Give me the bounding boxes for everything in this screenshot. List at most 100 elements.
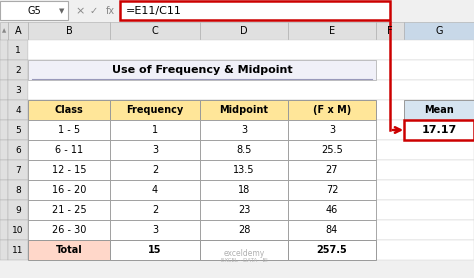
Text: 84: 84 <box>326 225 338 235</box>
Bar <box>110 22 200 40</box>
Bar <box>110 120 200 140</box>
Bar <box>28 220 110 240</box>
Text: 6 - 11: 6 - 11 <box>55 145 83 155</box>
Text: 11: 11 <box>12 245 24 254</box>
Text: 27: 27 <box>326 165 338 175</box>
Text: 1: 1 <box>15 46 21 54</box>
Bar <box>8 220 28 240</box>
Bar <box>8 240 28 260</box>
Bar <box>0 0 474 22</box>
Bar <box>8 100 28 120</box>
Bar <box>288 200 376 220</box>
Text: 17.17: 17.17 <box>421 125 456 135</box>
Text: ▼: ▼ <box>59 8 64 14</box>
Bar <box>28 180 474 200</box>
Text: 3: 3 <box>241 125 247 135</box>
Text: 2: 2 <box>15 66 21 75</box>
Bar <box>8 40 28 60</box>
Text: 1: 1 <box>152 125 158 135</box>
Bar <box>0 180 8 200</box>
Bar <box>200 220 288 240</box>
Text: 25.5: 25.5 <box>321 145 343 155</box>
Text: 8: 8 <box>15 185 21 195</box>
Bar <box>404 120 474 140</box>
Bar <box>110 220 200 240</box>
Bar <box>28 60 474 80</box>
Text: 8.5: 8.5 <box>237 145 252 155</box>
Bar <box>28 80 474 100</box>
Bar <box>0 140 8 160</box>
Text: E: E <box>329 26 335 36</box>
Bar <box>0 240 8 260</box>
Bar <box>0 22 8 40</box>
Bar <box>28 240 474 260</box>
Text: Mean: Mean <box>424 105 454 115</box>
Text: A: A <box>15 26 21 36</box>
Text: exceldemy: exceldemy <box>223 249 264 257</box>
Bar <box>0 100 8 120</box>
Text: 3: 3 <box>329 125 335 135</box>
Bar <box>28 160 474 180</box>
Text: 46: 46 <box>326 205 338 215</box>
Text: fx: fx <box>105 6 115 16</box>
Text: (F x M): (F x M) <box>313 105 351 115</box>
Text: 257.5: 257.5 <box>317 245 347 255</box>
Bar <box>200 140 288 160</box>
Text: ▲: ▲ <box>2 29 6 34</box>
Bar <box>0 220 8 240</box>
Text: 2: 2 <box>152 205 158 215</box>
Bar <box>200 22 288 40</box>
Bar <box>28 160 110 180</box>
Bar <box>120 1 390 20</box>
Bar <box>200 120 288 140</box>
Text: =E11/C11: =E11/C11 <box>126 6 182 16</box>
Bar <box>200 100 288 120</box>
Text: 72: 72 <box>326 185 338 195</box>
Bar <box>200 180 288 200</box>
Text: G: G <box>435 26 443 36</box>
Bar <box>8 160 28 180</box>
Bar <box>404 100 474 120</box>
Bar <box>288 100 376 120</box>
Bar <box>404 22 474 40</box>
Text: F: F <box>387 26 393 36</box>
Bar <box>28 100 474 120</box>
Bar <box>28 120 474 140</box>
Bar <box>288 160 376 180</box>
Text: 4: 4 <box>15 105 21 115</box>
Bar <box>110 100 200 120</box>
Text: 5: 5 <box>15 125 21 135</box>
Text: Class: Class <box>55 105 83 115</box>
Bar <box>0 200 8 220</box>
Bar <box>200 240 288 260</box>
Text: 16 - 20: 16 - 20 <box>52 185 86 195</box>
Bar <box>376 22 404 40</box>
Bar <box>200 160 288 180</box>
Bar <box>8 120 28 140</box>
Bar <box>8 180 28 200</box>
Bar <box>0 1 68 20</box>
Bar <box>8 22 28 40</box>
Text: C: C <box>152 26 158 36</box>
Text: 13.5: 13.5 <box>233 165 255 175</box>
Bar <box>288 240 376 260</box>
Bar <box>8 60 28 80</box>
Text: ✓: ✓ <box>90 6 98 16</box>
Bar <box>28 220 474 240</box>
Bar <box>8 200 28 220</box>
Bar <box>28 240 110 260</box>
Bar <box>110 160 200 180</box>
Text: 4: 4 <box>152 185 158 195</box>
Text: 9: 9 <box>15 205 21 215</box>
Text: 1 - 5: 1 - 5 <box>58 125 80 135</box>
Text: D: D <box>240 26 248 36</box>
Bar <box>288 22 376 40</box>
Text: 3: 3 <box>15 86 21 95</box>
Bar <box>288 180 376 200</box>
Text: 23: 23 <box>238 205 250 215</box>
Bar <box>28 100 110 120</box>
Bar <box>28 180 110 200</box>
Bar <box>28 140 110 160</box>
Bar <box>288 120 376 140</box>
Bar <box>28 120 110 140</box>
